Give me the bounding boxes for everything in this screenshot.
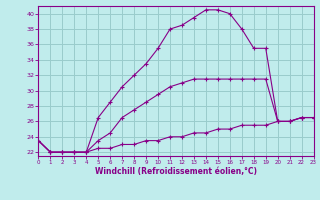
X-axis label: Windchill (Refroidissement éolien,°C): Windchill (Refroidissement éolien,°C) <box>95 167 257 176</box>
